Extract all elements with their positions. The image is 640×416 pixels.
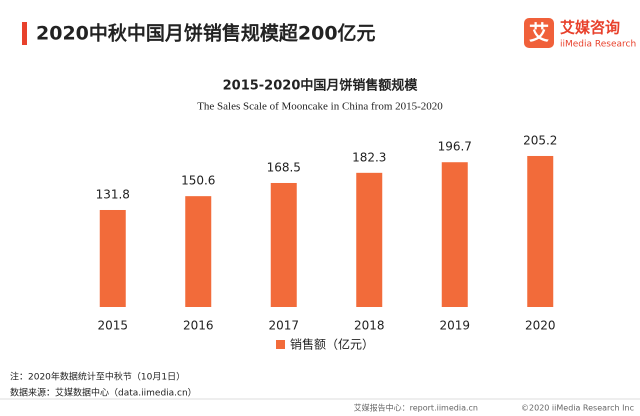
title-accent xyxy=(22,22,27,45)
legend-label: 销售额（亿元） xyxy=(290,337,374,352)
footer-copyright: ©2020 iiMedia Research Inc xyxy=(521,404,634,413)
bar xyxy=(185,196,212,307)
chart-subtitle: The Sales Scale of Mooncake in China fro… xyxy=(197,101,443,113)
x-tick-label: 2015 xyxy=(97,319,128,333)
bar xyxy=(527,155,554,307)
x-tick-label: 2018 xyxy=(354,319,385,333)
value-label: 168.5 xyxy=(267,160,301,174)
logo-box xyxy=(524,18,554,48)
footer-site: 艾媒报告中心：report.iimedia.cn xyxy=(354,403,478,413)
x-tick-label: 2020 xyxy=(525,319,556,333)
value-label: 182.3 xyxy=(352,150,386,164)
value-label: 150.6 xyxy=(181,174,215,188)
chart-title: 2015-2020中国月饼销售额规模 xyxy=(223,78,419,94)
bar xyxy=(99,209,126,307)
x-tick-label: 2019 xyxy=(439,319,470,333)
legend-swatch xyxy=(276,340,285,349)
note: 注：2020年数据统计至中秋节（10月1日） xyxy=(10,371,185,383)
value-label: 205.2 xyxy=(523,133,557,147)
x-tick-label: 2016 xyxy=(183,319,214,333)
logo-mark: 艾 xyxy=(529,21,549,45)
value-label: 131.8 xyxy=(96,187,130,201)
page-title: 2020中秋中国月饼销售规模超200亿元 xyxy=(36,22,376,45)
bar xyxy=(356,172,383,307)
plot: 131.8 150.6 168.5 182.3 196.7 205.2 销售额（亿元） 201… xyxy=(96,133,558,351)
bar xyxy=(441,162,468,307)
x-tick-label: 2017 xyxy=(268,319,299,333)
source: 数据来源：艾媒数据中心（data.iimedia.cn） xyxy=(10,387,197,399)
logo-sub: iiMedia Research xyxy=(560,40,636,50)
value-label: 196.7 xyxy=(438,140,472,154)
logo-name: 艾媒咨询 xyxy=(560,19,620,37)
bar xyxy=(270,182,297,307)
